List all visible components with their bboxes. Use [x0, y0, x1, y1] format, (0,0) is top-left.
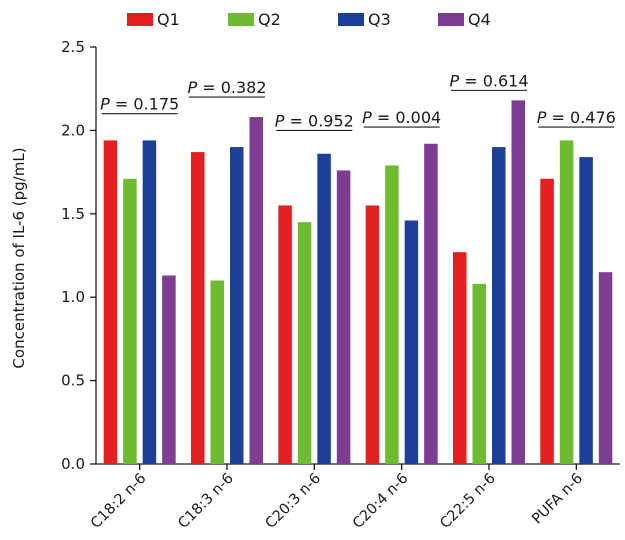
bar-q1 — [540, 178, 554, 464]
p-value-label: P = 0.476 — [537, 108, 616, 127]
legend-swatch-q4 — [438, 13, 464, 26]
legend-swatch-q2 — [228, 13, 254, 26]
bar-q3 — [317, 153, 331, 464]
bar-q2 — [385, 165, 399, 465]
x-category-label: C22:5 n-6 — [437, 471, 498, 532]
bar-q2 — [472, 283, 486, 464]
y-axis: 0.0 0.5 1.0 1.5 2.0 2.5 — [61, 38, 97, 473]
x-axis: C18:2 n-6 C18:3 n-6 C20:3 n-6 C20:4 n-6 C22:… — [88, 463, 620, 532]
y-tick-label: 1.5 — [61, 205, 85, 223]
bar-q3 — [579, 157, 593, 464]
x-category-label: C20:3 n-6 — [263, 471, 324, 532]
bars — [103, 100, 613, 465]
bar-q1 — [365, 205, 380, 464]
x-category-label: C18:2 n-6 — [88, 471, 149, 532]
legend-label-q1: Q1 — [157, 10, 180, 29]
legend-label-q3: Q3 — [368, 10, 391, 29]
bar-q4 — [162, 275, 176, 464]
y-axis-title: Concentration of IL-6 (pg/mL) — [10, 147, 28, 368]
legend: Q1 Q2 Q3 Q4 — [127, 10, 491, 29]
legend-label-q2: Q2 — [258, 10, 281, 29]
bar-q3 — [142, 140, 157, 464]
p-value-label: P = 0.952 — [275, 111, 354, 130]
p-value-label: P = 0.175 — [100, 95, 179, 114]
x-category-label: C20:4 n-6 — [350, 471, 411, 532]
bar-q1 — [278, 205, 292, 464]
bar-q3 — [230, 147, 244, 464]
bar-q3 — [404, 220, 419, 464]
bar-q4 — [511, 100, 525, 464]
bar-q2 — [559, 140, 574, 464]
legend-swatch-q1 — [127, 13, 153, 26]
y-tick-label: 2.0 — [61, 121, 85, 139]
bar-q2 — [297, 222, 312, 464]
bar-q4 — [598, 272, 613, 464]
bar-q3 — [492, 147, 506, 464]
bar-q2 — [210, 280, 224, 464]
y-tick-label: 0.5 — [61, 372, 85, 390]
bar-q2 — [123, 178, 137, 464]
bar-q1 — [453, 252, 467, 464]
y-tick-label: 1.0 — [61, 288, 85, 306]
y-tick-label: 0.0 — [61, 455, 85, 473]
x-category-label: C18:3 n-6 — [175, 471, 236, 532]
p-value-label: P = 0.614 — [449, 71, 528, 90]
x-category-label: PUFA n-6 — [529, 471, 586, 528]
legend-swatch-q3 — [338, 13, 364, 26]
bar-q1 — [103, 140, 118, 464]
p-value-label: P = 0.382 — [187, 78, 266, 97]
bar-q4 — [336, 170, 351, 464]
bar-q4 — [424, 143, 438, 464]
bar-q1 — [191, 152, 205, 465]
p-value-annotations: P = 0.175 P = 0.382 P = 0.952 P = 0.004 P = … — [100, 71, 616, 131]
p-value-label: P = 0.004 — [362, 108, 441, 127]
y-tick-label: 2.5 — [61, 38, 85, 56]
legend-label-q4: Q4 — [468, 10, 491, 29]
bar-q4 — [249, 117, 263, 464]
